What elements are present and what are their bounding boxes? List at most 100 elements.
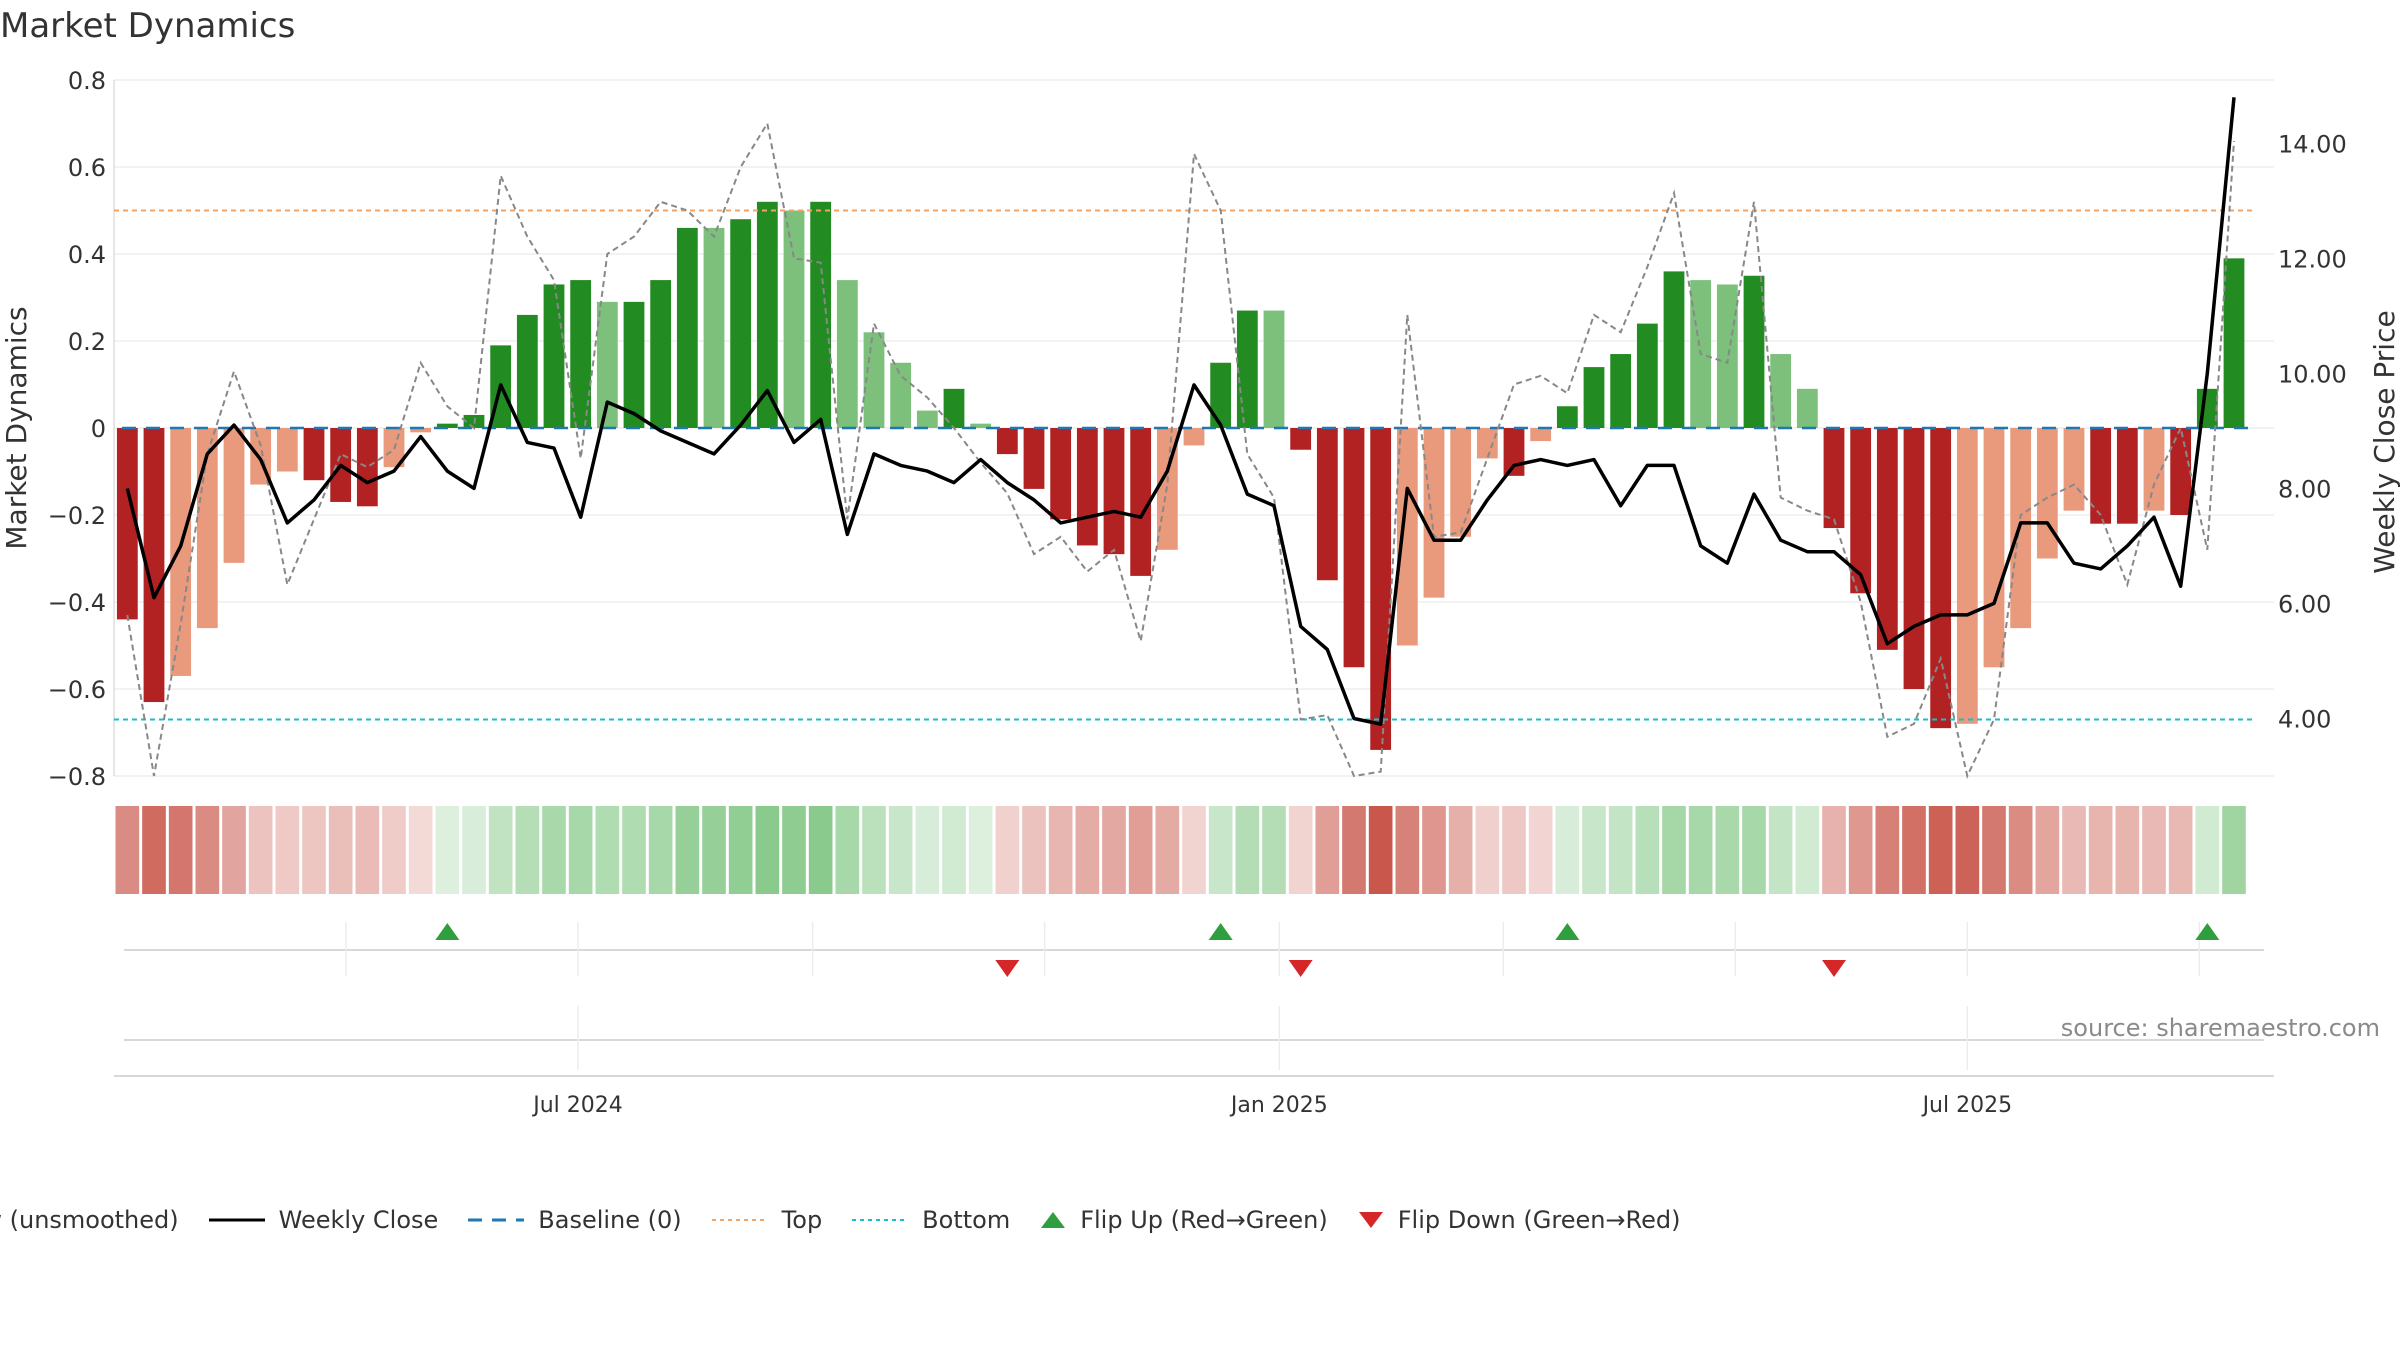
flip-down-marker (1288, 960, 1313, 977)
y-tick-label-left: −0.8 (48, 763, 106, 791)
y-tick-label-left: −0.6 (48, 676, 106, 704)
heat-cell (1315, 806, 1340, 894)
heat-cell (1182, 806, 1206, 894)
x-tick-label: Jul 2025 (1921, 1093, 2013, 1118)
momentum-bar (730, 219, 752, 428)
heat-cell (968, 806, 993, 894)
momentum-bar (2116, 428, 2138, 524)
momentum-bar (1050, 428, 1072, 520)
y-tick-label-left: 0.2 (68, 328, 106, 356)
momentum-bar (1556, 406, 1578, 428)
legend: Raw (unsmoothed) Weekly Close Baseline (… (0, 1206, 1681, 1234)
momentum-bar (1850, 428, 1872, 594)
momentum-bar (1103, 428, 1125, 555)
y-tick-label-right: 14.00 (2278, 130, 2347, 158)
legend-item-top: Top (710, 1206, 823, 1234)
heat-cell (2195, 806, 2220, 894)
momentum-bar (170, 428, 192, 676)
weekly-close-line (125, 97, 2236, 726)
momentum-bar (836, 280, 858, 428)
momentum-bar (436, 423, 458, 428)
y-axis-title-right: Weekly Close Price (2368, 310, 2400, 573)
y-tick-label-left: 0.8 (68, 67, 106, 95)
momentum-bar (1476, 428, 1498, 459)
source-note: source: sharemaestro.com (2060, 1014, 2380, 1042)
axes: 0.8 0.6 0.4 0.2 0 −0.2 −0.4 −0.6 −0.8 14.00 12.00 1… (0, 67, 2400, 791)
momentum-bar (303, 428, 325, 481)
momentum-bar (1290, 428, 1312, 450)
momentum-bar (1636, 323, 1658, 428)
heat-cell (1795, 806, 1820, 894)
momentum-bar (1263, 310, 1285, 428)
heat-cell (1048, 806, 1073, 894)
triangle-up-icon (1041, 1212, 1066, 1228)
momentum-bar (970, 423, 992, 428)
heat-cell (382, 806, 406, 894)
momentum-bar (2143, 428, 2165, 511)
flip-down-marker (1822, 960, 1846, 977)
momentum-bar (2036, 428, 2058, 559)
momentum-bar (116, 428, 138, 620)
legend-label-raw: Raw (unsmoothed) (0, 1206, 179, 1234)
momentum-bar (756, 201, 778, 428)
flip-up-marker (2195, 923, 2220, 940)
heat-cell (648, 806, 673, 894)
flip-up-marker (435, 923, 460, 940)
y-tick-label-right: 8.00 (2278, 475, 2331, 503)
heat-cell (1662, 806, 1686, 894)
heat-cell (702, 806, 726, 894)
heat-cell (1102, 806, 1126, 894)
heat-cell (1902, 806, 1926, 894)
heat-cell (462, 806, 486, 894)
heat-cell (248, 806, 273, 894)
momentum-bar (1396, 428, 1418, 646)
dotted-orange-line-icon (711, 1219, 768, 1221)
momentum-bar (1956, 428, 1978, 724)
heat-cell (1742, 806, 1766, 894)
heat-cell (622, 806, 646, 894)
heat-cell (1395, 806, 1420, 894)
momentum-bar (1743, 275, 1765, 428)
heat-cell (142, 806, 166, 894)
momentum-bar (1210, 362, 1232, 428)
momentum-bar (676, 227, 698, 428)
heat-cell (1502, 806, 1526, 894)
momentum-bar (1076, 428, 1098, 546)
triangle-down-icon (1358, 1212, 1383, 1228)
legend-item-close: Weekly Close (207, 1206, 438, 1234)
raw-line (126, 120, 2235, 780)
momentum-bar (890, 362, 912, 428)
momentum-bar (996, 428, 1018, 455)
heat-strip (115, 806, 2246, 894)
heat-cell (1555, 806, 1580, 894)
heat-cell (1928, 806, 1953, 894)
heat-cell (862, 806, 886, 894)
heat-cell (595, 806, 620, 894)
heat-cell (195, 806, 220, 894)
heat-cell (1582, 806, 1606, 894)
momentum-bar (1583, 367, 1605, 428)
momentum-bar (1343, 428, 1365, 668)
heat-cell (888, 806, 913, 894)
heat-cell (1608, 806, 1633, 894)
heat-cell (1822, 806, 1846, 894)
x-axis (114, 1006, 2274, 1077)
momentum-bar (2063, 428, 2085, 511)
heat-cell (2168, 806, 2193, 894)
momentum-bar (1823, 428, 1845, 529)
heat-cell (915, 806, 940, 894)
legend-label-top: Top (781, 1206, 823, 1234)
momentum-bar (143, 428, 165, 703)
legend-item-bottom: Bottom (850, 1206, 1010, 1234)
momentum-bar (1316, 428, 1338, 581)
heat-cell (275, 806, 300, 894)
y-tick-label-right: 10.00 (2278, 360, 2347, 388)
raw-series (126, 120, 2235, 780)
heat-cell (2088, 806, 2113, 894)
y-tick-label-left: −0.2 (48, 502, 106, 530)
momentum-bar (1770, 354, 1792, 428)
heat-cell (1422, 806, 1446, 894)
momentum-bar (1130, 428, 1152, 576)
momentum-bar (1370, 428, 1392, 750)
heat-cell (1075, 806, 1100, 894)
